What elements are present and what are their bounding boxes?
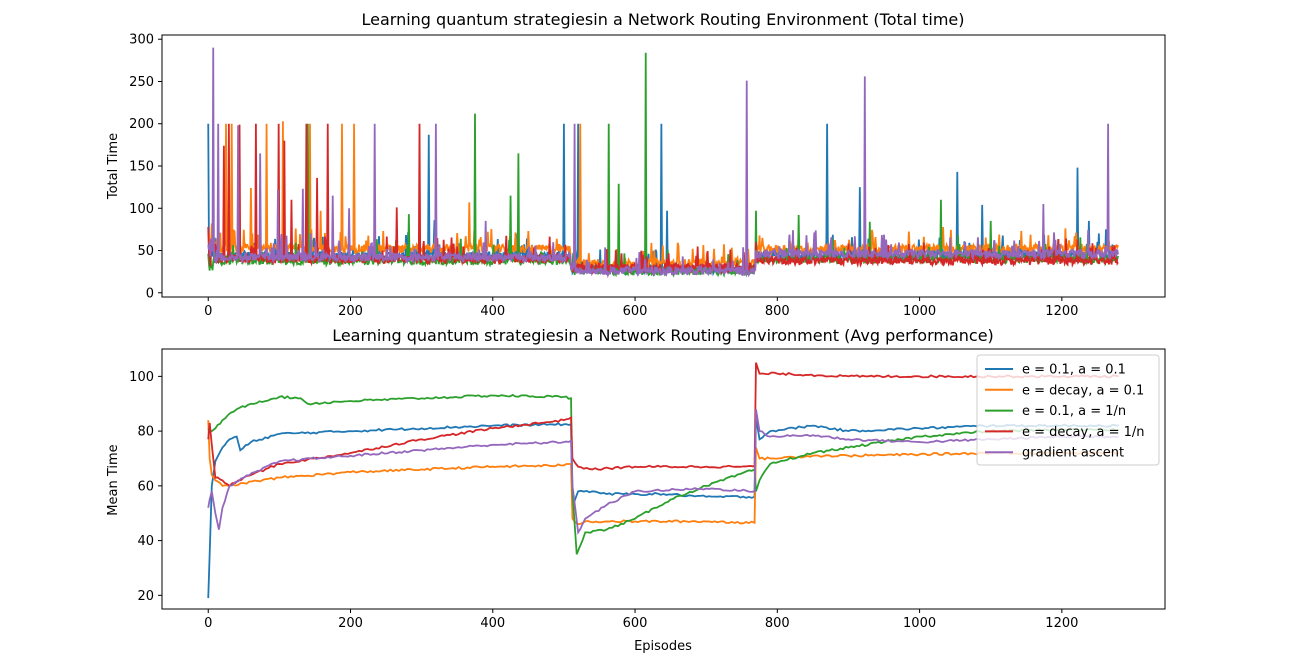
bottom-y-tick-label: 80: [137, 425, 154, 440]
legend-label: e = decay, a = 0.1: [1022, 383, 1144, 398]
top-y-tick-label: 300: [129, 33, 154, 48]
legend-box: [976, 354, 1160, 466]
top-x-tick-label: 200: [338, 304, 363, 319]
top-y-axis-label: Total Time: [106, 133, 121, 200]
top-y-tick-label: 0: [146, 286, 154, 301]
bottom-series-line-3: [207, 362, 1119, 488]
legend-label: gradient ascent: [1022, 446, 1124, 461]
bottom-plot-area: [207, 362, 1119, 599]
bottom-x-tick-label: 1200: [1045, 616, 1078, 631]
bottom-series-line-2: [207, 393, 1119, 555]
top-x-tick-label: 600: [623, 304, 648, 319]
top-chart-title: Learning quantum strategiesin a Network …: [362, 10, 965, 29]
bottom-series-line-4: [207, 409, 1119, 535]
top-x-tick-label: 0: [204, 304, 212, 319]
top-x-tick-label: 1200: [1045, 304, 1078, 319]
top-subplot: Learning quantum strategiesin a Network …: [106, 10, 1166, 319]
top-y-tick-label: 200: [129, 117, 154, 132]
top-y-tick-label: 250: [129, 75, 154, 90]
top-plot-area: [207, 47, 1119, 279]
legend-label: e = decay, a = 1/n: [1022, 425, 1145, 440]
bottom-x-tick-label: 200: [338, 616, 363, 631]
bottom-x-tick-label: 800: [765, 616, 790, 631]
top-y-tick-label: 50: [137, 244, 154, 259]
top-x-tick-label: 800: [765, 304, 790, 319]
bottom-x-tick-label: 600: [623, 616, 648, 631]
bottom-y-tick-label: 20: [137, 589, 154, 604]
bottom-x-axis-label: Episodes: [634, 639, 692, 654]
top-y-tick-label: 150: [129, 160, 154, 175]
top-series-line-4: [207, 47, 1119, 279]
bottom-axes-frame: [161, 348, 1166, 610]
bottom-x-tick-label: 400: [480, 616, 505, 631]
legend-label: e = 0.1, a = 0.1: [1022, 363, 1126, 378]
top-axes-frame: [161, 34, 1166, 298]
bottom-x-tick-label: 0: [204, 616, 212, 631]
bottom-series-line-0: [207, 417, 1119, 599]
bottom-y-tick-label: 60: [137, 479, 154, 494]
legend: e = 0.1, a = 0.1 e = decay, a = 0.1 e = 0.…: [976, 354, 1160, 466]
bottom-x-tick-label: 1000: [903, 616, 936, 631]
bottom-y-tick-label: 100: [129, 370, 154, 385]
legend-label: e = 0.1, a = 1/n: [1022, 404, 1126, 419]
top-x-tick-label: 1000: [903, 304, 936, 319]
bottom-axis-ticks: 0 200 400 600 800 1000 1200 20 40 60 80 100: [129, 370, 1078, 631]
top-x-tick-label: 400: [480, 304, 505, 319]
bottom-chart-title: Learning quantum strategiesin a Network …: [332, 326, 994, 345]
top-axis-ticks: 0 200 400 600 800 1000 1200 0 50 100 150 200 250 300: [129, 33, 1078, 319]
top-y-tick-label: 100: [129, 202, 154, 217]
bottom-subplot: Learning quantum strategiesin a Network …: [106, 326, 1166, 654]
bottom-series-line-1: [207, 420, 1119, 526]
bottom-y-axis-label: Mean Time: [106, 444, 121, 515]
bottom-y-tick-label: 40: [137, 534, 154, 549]
